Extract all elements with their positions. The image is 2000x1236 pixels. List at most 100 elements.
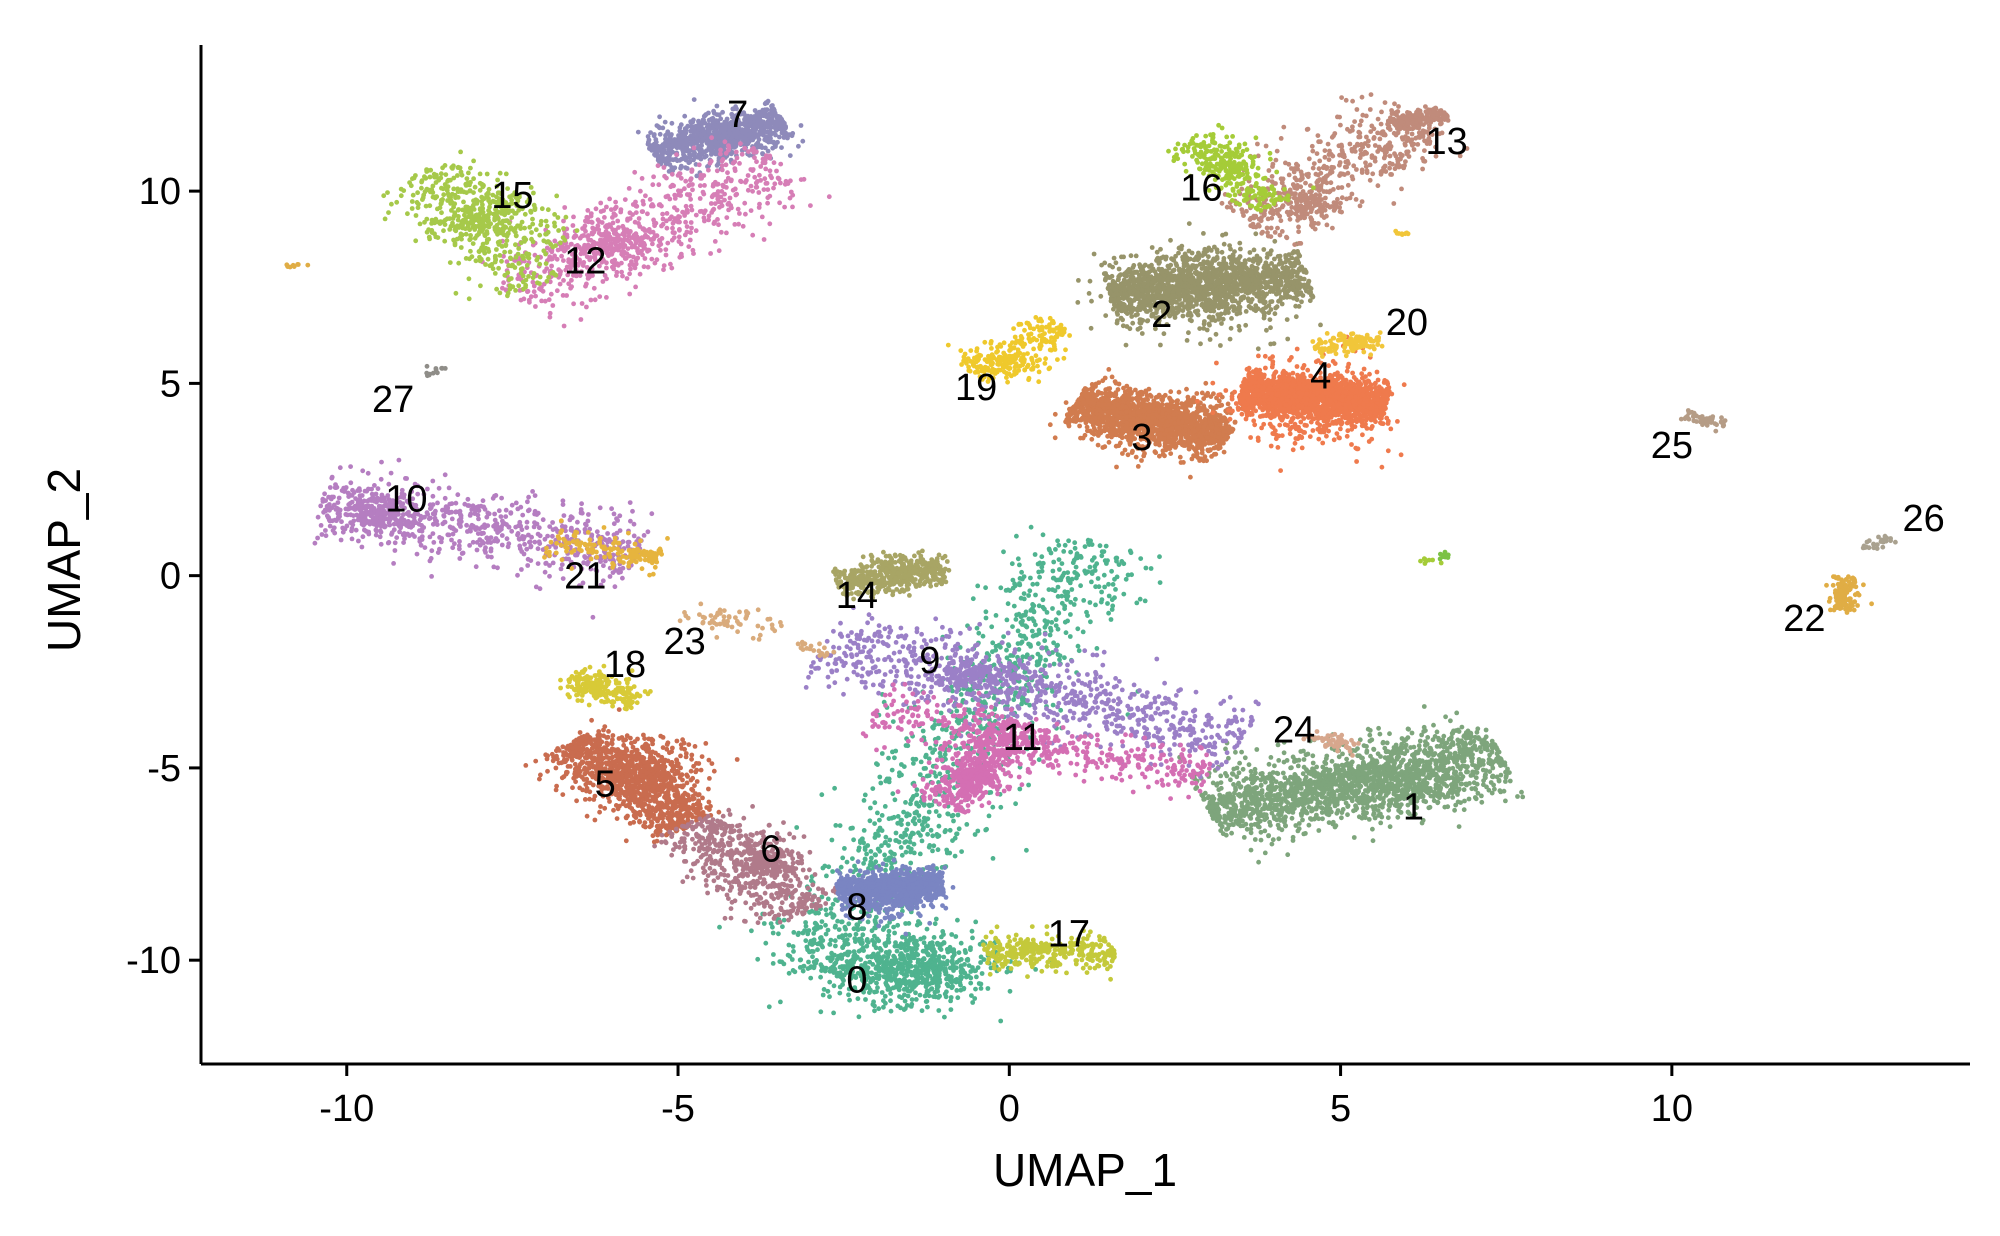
data-point <box>1109 607 1115 612</box>
data-point <box>970 1000 976 1005</box>
data-point <box>1496 778 1502 784</box>
data-point <box>1390 758 1396 764</box>
data-point <box>1317 776 1323 782</box>
data-point <box>1389 797 1395 803</box>
data-point <box>948 1007 954 1012</box>
data-point <box>1218 773 1224 779</box>
data-point <box>833 923 838 929</box>
data-point <box>876 828 881 834</box>
data-point <box>975 583 981 589</box>
data-point <box>1348 760 1354 766</box>
data-point <box>800 968 806 974</box>
data-point <box>892 930 897 936</box>
data-point <box>1267 795 1273 801</box>
data-point <box>913 964 919 969</box>
data-point <box>1310 294 1316 300</box>
data-point <box>1022 669 1028 675</box>
data-point <box>1379 814 1385 820</box>
data-point <box>1370 826 1375 832</box>
data-point <box>778 999 783 1005</box>
data-point <box>1121 591 1127 597</box>
data-point <box>1498 789 1504 795</box>
data-point <box>1043 645 1049 651</box>
data-point <box>1426 805 1432 811</box>
data-point <box>990 649 995 655</box>
data-point <box>906 844 911 850</box>
data-point <box>893 830 899 836</box>
data-point <box>1168 237 1173 243</box>
data-point <box>1021 591 1027 596</box>
data-point <box>831 1010 836 1016</box>
data-point <box>1351 768 1356 774</box>
data-point <box>1303 779 1308 785</box>
data-point <box>1005 601 1011 607</box>
data-point <box>1419 758 1425 764</box>
data-point <box>1157 554 1162 560</box>
data-point <box>950 812 956 818</box>
data-point <box>1478 749 1484 755</box>
data-point <box>1007 588 1013 593</box>
data-point <box>962 970 968 976</box>
data-point <box>823 907 829 913</box>
data-point <box>1295 780 1301 786</box>
data-point <box>1474 729 1480 735</box>
data-point <box>956 950 962 955</box>
data-point <box>1307 285 1313 291</box>
data-point <box>1051 559 1057 565</box>
data-point <box>1372 815 1378 821</box>
data-point <box>1087 564 1093 570</box>
data-point <box>1017 576 1023 581</box>
data-point <box>1453 784 1458 790</box>
data-point <box>1393 742 1399 748</box>
data-point <box>1387 824 1393 830</box>
data-point <box>1344 773 1350 779</box>
data-point <box>1231 782 1236 787</box>
data-point <box>951 950 957 955</box>
data-point <box>838 864 844 870</box>
data-point <box>847 932 853 938</box>
data-point <box>1071 602 1077 607</box>
data-point <box>1114 555 1120 561</box>
data-point <box>972 832 978 837</box>
data-point <box>955 812 961 818</box>
data-point <box>931 965 936 971</box>
data-point <box>1156 266 1162 272</box>
data-point <box>937 979 943 985</box>
data-point <box>839 919 845 925</box>
data-point <box>1280 796 1286 802</box>
data-point <box>1289 268 1295 274</box>
data-point <box>892 972 898 978</box>
data-point <box>1104 561 1109 566</box>
data-point <box>1261 247 1267 252</box>
data-point <box>1246 762 1252 768</box>
data-point <box>803 923 809 929</box>
data-point <box>1452 751 1458 757</box>
data-point <box>881 974 887 980</box>
data-point <box>944 850 950 856</box>
data-point <box>1336 754 1342 760</box>
data-point <box>1238 814 1244 819</box>
data-point <box>1062 542 1068 548</box>
data-point <box>953 934 959 939</box>
data-point <box>883 867 888 873</box>
data-point <box>1300 807 1305 813</box>
data-point <box>1378 820 1384 826</box>
data-point <box>976 981 982 986</box>
data-point <box>842 924 848 930</box>
data-point <box>998 804 1004 810</box>
data-point <box>1301 831 1307 837</box>
data-point <box>1479 799 1485 805</box>
data-point <box>1270 776 1275 781</box>
data-point <box>1067 578 1072 584</box>
data-point <box>1269 841 1275 847</box>
data-point <box>1499 762 1504 768</box>
data-point <box>1053 617 1059 623</box>
data-point <box>819 894 825 900</box>
data-point <box>928 827 934 833</box>
data-point <box>864 937 870 942</box>
data-point <box>913 756 919 762</box>
data-point <box>806 959 811 965</box>
data-point <box>1445 804 1451 810</box>
data-point <box>971 710 977 716</box>
data-point <box>897 977 902 983</box>
